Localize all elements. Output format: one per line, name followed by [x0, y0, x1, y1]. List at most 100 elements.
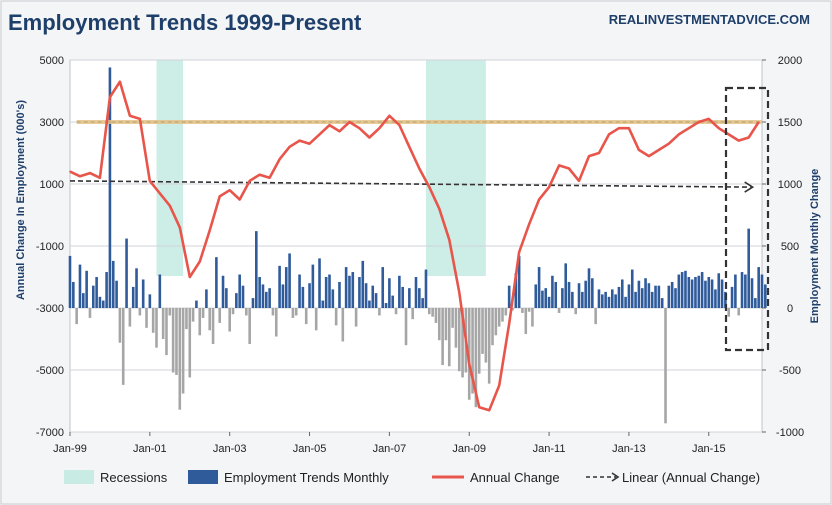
- annual-change-line: [69, 80, 760, 412]
- monthly-bar: [151, 308, 155, 333]
- monthly-bar: [507, 285, 511, 308]
- monthly-bar: [258, 277, 261, 308]
- monthly-bar: [364, 283, 368, 308]
- monthly-bar: [527, 308, 531, 312]
- recession-band: [156, 60, 184, 276]
- annual-change-point: [368, 136, 371, 139]
- x-tick-label: Jan-13: [612, 443, 646, 455]
- monthly-bar: [361, 260, 365, 308]
- monthly-bar: [404, 308, 408, 346]
- monthly-bar: [564, 263, 568, 308]
- monthly-bar: [640, 288, 644, 308]
- monthly-bar: [334, 308, 338, 326]
- monthly-bar: [111, 260, 115, 308]
- monthly-bar: [338, 281, 341, 308]
- annual-change-point: [428, 186, 431, 188]
- monthly-bar: [434, 308, 438, 323]
- monthly-bar: [737, 308, 741, 316]
- monthly-bar: [447, 308, 451, 367]
- legend-monthly-swatch: [188, 470, 218, 484]
- annual-change-point: [218, 195, 221, 198]
- right-axis-ticks: 2000 1500 1000 500 0 -500 -1000: [762, 55, 804, 439]
- monthly-bar: [690, 279, 694, 308]
- monthly-bar: [181, 308, 185, 394]
- annual-change-point: [578, 180, 580, 182]
- monthly-bar: [314, 308, 318, 331]
- monthly-bar: [75, 308, 78, 325]
- monthly-bar: [168, 308, 172, 316]
- monthly-bar: [344, 267, 348, 308]
- monthly-bar: [700, 272, 704, 308]
- monthly-bar: [228, 308, 231, 332]
- monthly-bar: [348, 275, 351, 308]
- monthly-bar: [82, 293, 85, 308]
- monthly-bar: [294, 308, 298, 316]
- monthly-bar: [78, 264, 82, 308]
- monthly-bar: [647, 283, 651, 308]
- monthly-bar: [670, 281, 674, 308]
- left-tick-label: -7000: [36, 427, 64, 439]
- monthly-bar: [281, 284, 285, 308]
- monthly-bar: [195, 300, 198, 308]
- monthly-bar: [634, 291, 637, 308]
- annual-change-point: [198, 260, 201, 263]
- annual-change-point: [188, 276, 191, 278]
- monthly-bar: [161, 308, 165, 339]
- monthly-bar: [554, 281, 558, 308]
- annual-change-path: [69, 80, 760, 412]
- right-tick-label: 2000: [778, 55, 802, 67]
- monthly-bar: [401, 286, 404, 308]
- monthly-bar: [477, 308, 481, 374]
- monthly-bar: [145, 308, 148, 328]
- monthly-bar: [760, 274, 764, 308]
- monthly-bar: [268, 288, 271, 308]
- annual-change-point: [518, 251, 520, 253]
- monthly-bar: [68, 255, 72, 308]
- annual-change-point: [598, 152, 600, 154]
- annual-change-point: [79, 175, 81, 178]
- monthly-bar: [331, 289, 335, 308]
- monthly-bar: [324, 277, 328, 308]
- monthly-bar: [245, 308, 248, 316]
- right-tick-label: 500: [781, 241, 799, 253]
- trend-line: [69, 180, 751, 188]
- monthly-bar: [637, 280, 641, 308]
- annual-change-point: [358, 127, 361, 129]
- monthly-bar: [730, 286, 734, 308]
- monthly-bar: [178, 308, 182, 410]
- monthly-bar: [248, 308, 251, 344]
- monthly-bar: [341, 308, 345, 342]
- monthly-bar: [674, 288, 677, 308]
- annual-change-point: [178, 226, 181, 229]
- annual-change-point: [508, 322, 510, 325]
- annual-change-point: [638, 149, 640, 151]
- annual-change-point: [608, 133, 610, 136]
- monthly-bar: [660, 298, 664, 308]
- monthly-bar: [218, 308, 222, 323]
- left-tick-label: 5000: [40, 55, 64, 67]
- monthly-bar: [135, 268, 138, 308]
- annual-change-point: [248, 180, 251, 182]
- monthly-bar: [667, 285, 671, 308]
- monthly-bar: [411, 308, 414, 320]
- trend-arrowhead: [744, 181, 755, 193]
- left-tick-label: -1000: [36, 241, 64, 253]
- annual-change-point: [348, 121, 351, 123]
- monthly-bar: [544, 288, 548, 308]
- annual-change-point: [298, 139, 301, 142]
- monthly-bar: [524, 308, 528, 335]
- legend-linear-label: Linear (Annual Change): [622, 470, 760, 485]
- monthly-bar: [354, 308, 358, 327]
- monthly-bar: [72, 281, 75, 308]
- monthly-bar: [754, 298, 757, 308]
- monthly-bar: [717, 273, 721, 308]
- monthly-bar: [657, 285, 661, 308]
- legend-annual-label: Annual Change: [470, 470, 560, 485]
- legend-recessions-label: Recessions: [100, 470, 168, 485]
- monthly-bar: [121, 308, 125, 385]
- annual-change-point: [737, 139, 740, 142]
- monthly-bar: [291, 308, 295, 318]
- monthly-bar: [358, 277, 361, 308]
- monthly-bar: [577, 283, 581, 308]
